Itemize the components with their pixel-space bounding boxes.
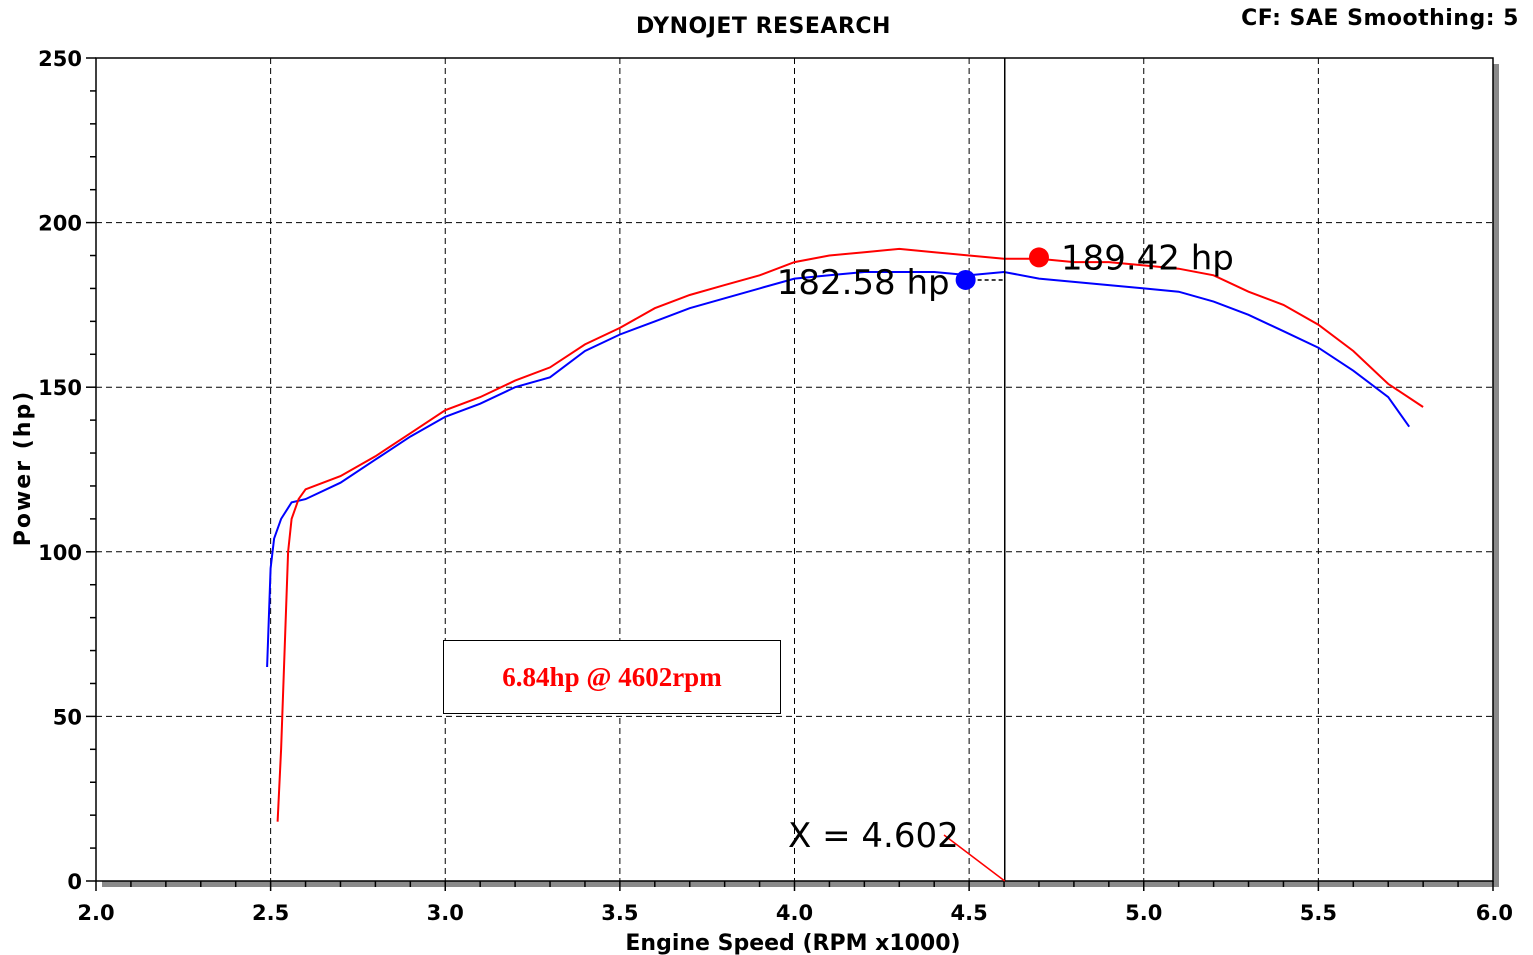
correction-info: CF: SAE Smoothing: 5	[1241, 6, 1519, 31]
y-tick-label: 0	[67, 870, 82, 894]
x-tick-label: 2.5	[252, 901, 289, 925]
chart-title: DYNOJET RESEARCH	[636, 14, 891, 39]
peak-marker-1	[955, 269, 976, 290]
x-axis-label: Engine Speed (RPM x1000)	[625, 931, 960, 955]
y-tick-label: 250	[38, 47, 82, 71]
peak-label-2: 189.42 hp	[1061, 238, 1234, 278]
x-tick-label: 3.0	[427, 901, 464, 925]
series-line-2	[276, 247, 1424, 822]
peak-marker-2	[1028, 247, 1049, 268]
x-tick-label: 5.5	[1300, 901, 1337, 925]
y-tick-label: 100	[38, 541, 82, 565]
y-tick-label: 50	[53, 705, 82, 729]
difference-annotation: 6.84hp @ 4602rpm	[443, 640, 781, 714]
series-line-1	[266, 270, 1411, 668]
x-tick-label: 4.0	[776, 901, 813, 925]
x-tick-label: 2.0	[77, 901, 114, 925]
x-tick-label: 5.0	[1125, 901, 1162, 925]
peak-label-1: 182.58 hp	[777, 263, 950, 303]
x-tick-label: 6.0	[1476, 901, 1513, 925]
x-tick-label: 3.5	[601, 901, 638, 925]
y-axis-label: Power (hp)	[11, 390, 36, 547]
x-tick-label: 4.5	[951, 901, 988, 925]
y-tick-label: 150	[38, 376, 82, 400]
cursor-label: X = 4.602	[788, 816, 959, 856]
cursor-pointer-line	[943, 834, 1006, 882]
cf-label: CF: SAE	[1241, 6, 1339, 31]
smoothing-label: Smoothing: 5	[1347, 6, 1519, 31]
y-tick-label: 200	[38, 212, 82, 236]
